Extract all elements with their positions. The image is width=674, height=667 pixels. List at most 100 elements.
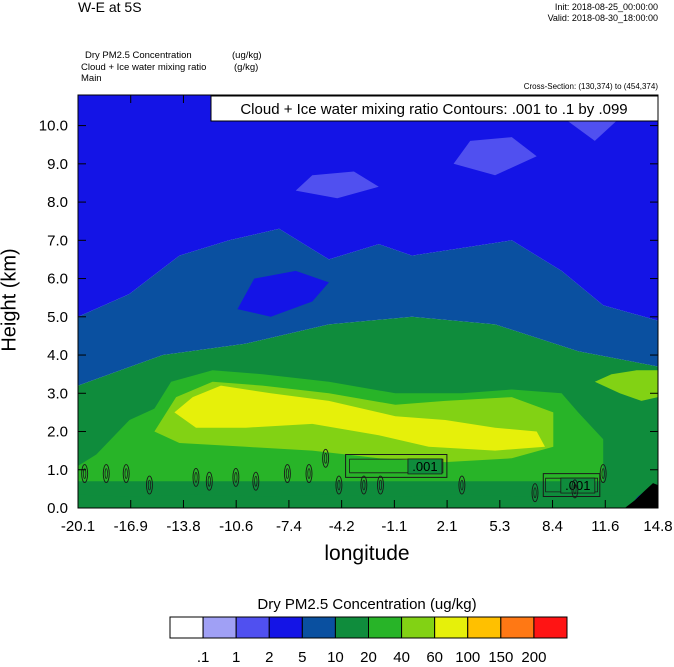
colorbar-level-label: .1 (197, 649, 210, 666)
valid-time: Valid: 2018-08-30_18:00:00 (547, 13, 658, 23)
y-tick-label: 7.0 (47, 232, 68, 249)
cloud-cell-core-13 (378, 479, 383, 491)
field-name-pm25: Dry PM2.5 Concentration (85, 50, 192, 61)
field-region-11 (78, 494, 658, 508)
colorbar-level-label: 200 (521, 649, 546, 666)
plot-frame (77, 94, 659, 509)
plot-title: W-E at 5S (78, 0, 142, 15)
x-tick-label: -13.8 (166, 518, 200, 535)
colorbar-swatch (202, 616, 237, 639)
cloud-cell-1 (102, 464, 110, 484)
cloud-cell-core-7 (254, 475, 258, 487)
cloud-cell-16 (571, 479, 579, 499)
cloud-cell-core-12 (362, 479, 366, 491)
cloud-cell-core-10 (324, 452, 328, 464)
field-region-9 (594, 370, 658, 401)
cloud-cell-9 (305, 464, 313, 484)
cloud-cell-10 (322, 448, 330, 468)
cloud-cell-core-4 (194, 472, 198, 483)
field-region-3 (237, 270, 329, 317)
cloud-cell-core-2 (124, 468, 128, 479)
colorbar: .1 1 2 5 10 20 40 60 100 150 200 (169, 616, 568, 666)
colorbar-swatch (434, 616, 469, 639)
x-tick-label: 8.4 (542, 518, 563, 535)
y-tick-label: 6.0 (47, 271, 68, 288)
cloud-cell-core-9 (307, 468, 311, 479)
contour-label-box-0 (407, 458, 443, 475)
field-units-pm25: (ug/kg) (232, 50, 262, 61)
x-tick-label: 11.6 (591, 518, 619, 535)
cloud-cell-core-8 (285, 468, 289, 479)
colorbar-swatch (301, 616, 336, 639)
colorbar-level-label: 40 (393, 649, 410, 666)
terrain (624, 483, 658, 508)
colorbar-swatch (235, 616, 270, 639)
cloud-cell-8 (283, 464, 291, 484)
cloud-cell-core-6 (234, 472, 238, 483)
cloud-cell-12 (360, 475, 368, 495)
cloud-cell-5 (205, 471, 213, 491)
y-tick-label: 1.0 (47, 462, 68, 479)
cloud-cell-4 (192, 467, 200, 487)
concentration-field (78, 95, 658, 508)
colorbar-swatch (268, 616, 303, 639)
cloud-cell-core-5 (207, 475, 211, 487)
cloud-cell-core-11 (337, 479, 341, 491)
colorbar-swatch (169, 616, 204, 639)
cloud-cell-17 (599, 464, 607, 484)
field-name-cloud-ice: Cloud + Ice water mixing ratio (81, 62, 207, 73)
cloud-cell-core-17 (601, 468, 605, 479)
y-tick-label: 8.0 (47, 194, 68, 211)
y-tick-label: 0.0 (47, 500, 68, 517)
colorbar-level-label: 10 (327, 649, 344, 666)
cloud-ice-contours: .001.001 (81, 448, 607, 503)
colorbar-level-label: 20 (360, 649, 377, 666)
x-tick-label: -4.2 (329, 518, 355, 535)
cloud-cell-3 (146, 475, 153, 495)
y-tick-label: 3.0 (47, 385, 68, 402)
cloud-cell-core-1 (104, 468, 108, 479)
axis-ticks: -20.1 -16.9 -13.8 -10.6 -7.4 -4.2 -1.1 2.1 5.3 8.… (39, 95, 673, 535)
cloud-cell-6 (232, 467, 240, 487)
cloud-cell-core-3 (147, 479, 152, 491)
x-tick-label: -20.1 (61, 518, 95, 535)
x-tick-label: 2.1 (437, 518, 458, 535)
contour-line-0 (345, 454, 448, 478)
contour-inline-label-0: .001 (412, 459, 437, 474)
cloud-cell-0 (81, 464, 89, 484)
colorbar-swatch (500, 616, 535, 639)
field-description: Main (81, 73, 102, 84)
cloud-cell-15 (531, 483, 539, 503)
cloud-cell-11 (335, 475, 343, 495)
field-region-10 (174, 385, 545, 451)
x-tick-label: 14.8 (643, 518, 672, 535)
y-axis-label: Height (km) (0, 248, 21, 352)
cloud-cell-core-16 (573, 483, 577, 495)
colorbar-swatch (533, 616, 568, 639)
field-region-1 (78, 228, 658, 386)
contour-info-box: Cloud + Ice water mixing ratio Contours:… (210, 95, 659, 122)
cloud-cell-2 (122, 464, 130, 484)
field-units-cloud-ice: (g/kg) (234, 62, 259, 73)
x-axis-label: longitude (324, 542, 410, 565)
y-tick-label: 2.0 (47, 424, 68, 441)
cloud-cell-14 (458, 475, 466, 495)
init-time: Init: 2018-08-25_00:00:00 (554, 2, 658, 12)
contour-info-label: Cloud + Ice water mixing ratio Contours:… (240, 101, 627, 118)
x-tick-label: -16.9 (114, 518, 148, 535)
x-tick-label: -10.6 (219, 518, 253, 535)
colorbar-swatch (334, 616, 369, 639)
colorbar-level-label: 60 (426, 649, 443, 666)
cloud-cell-core-0 (83, 468, 87, 479)
colorbar-level-label: 150 (488, 649, 513, 666)
cloud-cell-7 (252, 471, 260, 491)
colorbar-swatch (401, 616, 436, 639)
colorbar-swatch (467, 616, 502, 639)
cloud-cell-13 (377, 475, 384, 495)
colorbar-level-label: 5 (298, 649, 306, 666)
y-tick-label: 5.0 (47, 309, 68, 326)
colorbar-swatch (368, 616, 403, 639)
cloud-cell-core-15 (533, 487, 537, 499)
y-tick-label: 4.0 (47, 347, 68, 364)
